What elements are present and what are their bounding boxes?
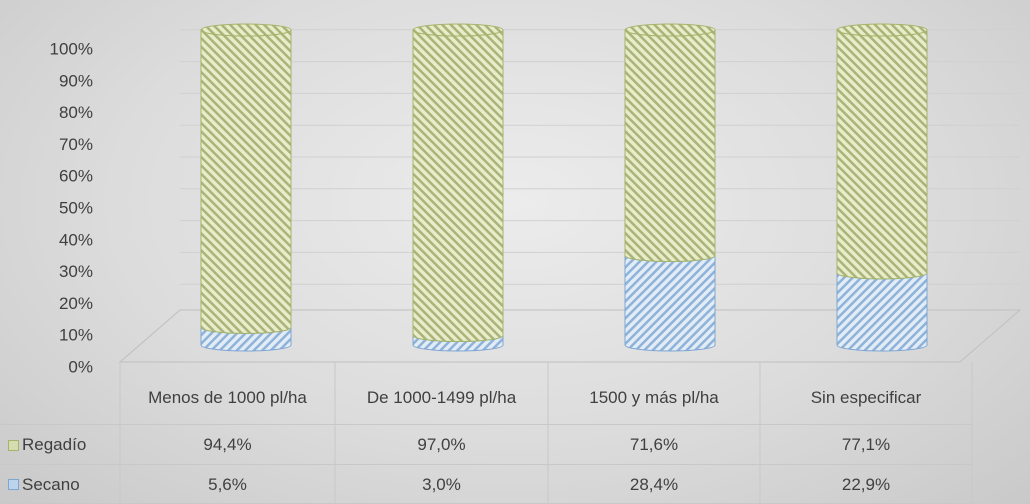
y-tick-label: 20% — [59, 294, 93, 313]
y-tick-label: 60% — [59, 167, 93, 186]
legend-label: Secano — [22, 474, 80, 494]
floor — [118, 309, 1022, 363]
category-label-text: Sin especificar — [810, 387, 922, 407]
cylinder-segment — [624, 29, 716, 263]
cylinder-segment — [836, 272, 928, 352]
legend-entry: Secano — [0, 465, 120, 504]
category-label: De 1000-1499 pl/ha — [335, 370, 548, 425]
data-label-text: 5,6% — [208, 474, 247, 494]
category-label: Menos de 1000 pl/ha — [120, 370, 335, 425]
cylinder-segment — [624, 255, 716, 352]
data-label-text: 94,4% — [203, 435, 252, 454]
data-label-text: 77,1% — [841, 435, 891, 454]
category-label-text: Menos de 1000 pl/ha — [148, 387, 307, 407]
legend-label: Regadío — [22, 435, 87, 454]
data-label: 3,0% — [335, 465, 548, 504]
cylinder-segment — [836, 29, 928, 280]
y-tick-label: 80% — [59, 103, 93, 122]
category-label-text: De 1000-1499 pl/ha — [366, 387, 517, 407]
data-label-text: 71,6% — [629, 435, 679, 454]
data-label: 71,6% — [548, 425, 760, 465]
y-tick-label: 0% — [68, 357, 93, 376]
category-label-text: 1500 y más pl/ha — [589, 387, 719, 407]
data-label: 22,9% — [760, 465, 972, 504]
legend-entry: Regadío — [0, 425, 120, 465]
y-tick-label: 30% — [59, 262, 93, 281]
cylinder-top — [624, 23, 716, 37]
y-tick-label: 50% — [59, 198, 93, 217]
data-label: 94,4% — [120, 425, 335, 465]
y-tick-label: 40% — [59, 230, 93, 249]
data-label: 97,0% — [335, 425, 548, 465]
cylinder-segment — [200, 29, 292, 334]
category-label: 1500 y más pl/ha — [548, 370, 760, 425]
legend-key — [8, 479, 19, 490]
data-label-text: 3,0% — [422, 474, 461, 494]
y-tick-label: 90% — [59, 71, 93, 90]
cylinder-top — [412, 23, 504, 37]
data-label: 5,6% — [120, 465, 335, 504]
y-tick-label: 70% — [59, 135, 93, 154]
data-label: 28,4% — [548, 465, 760, 504]
data-label: 77,1% — [760, 425, 972, 465]
cylinder-segment — [412, 29, 504, 343]
data-label-text: 28,4% — [629, 474, 679, 494]
y-tick-label: 10% — [59, 326, 93, 345]
category-label: Sin especificar — [760, 370, 972, 425]
cylinder-top — [200, 23, 292, 37]
data-label-text: 97,0% — [417, 435, 466, 454]
legend-key — [8, 439, 19, 451]
data-label-text: 22,9% — [841, 474, 891, 494]
y-tick-label: 100% — [50, 39, 93, 58]
cylinder-top — [836, 23, 928, 37]
